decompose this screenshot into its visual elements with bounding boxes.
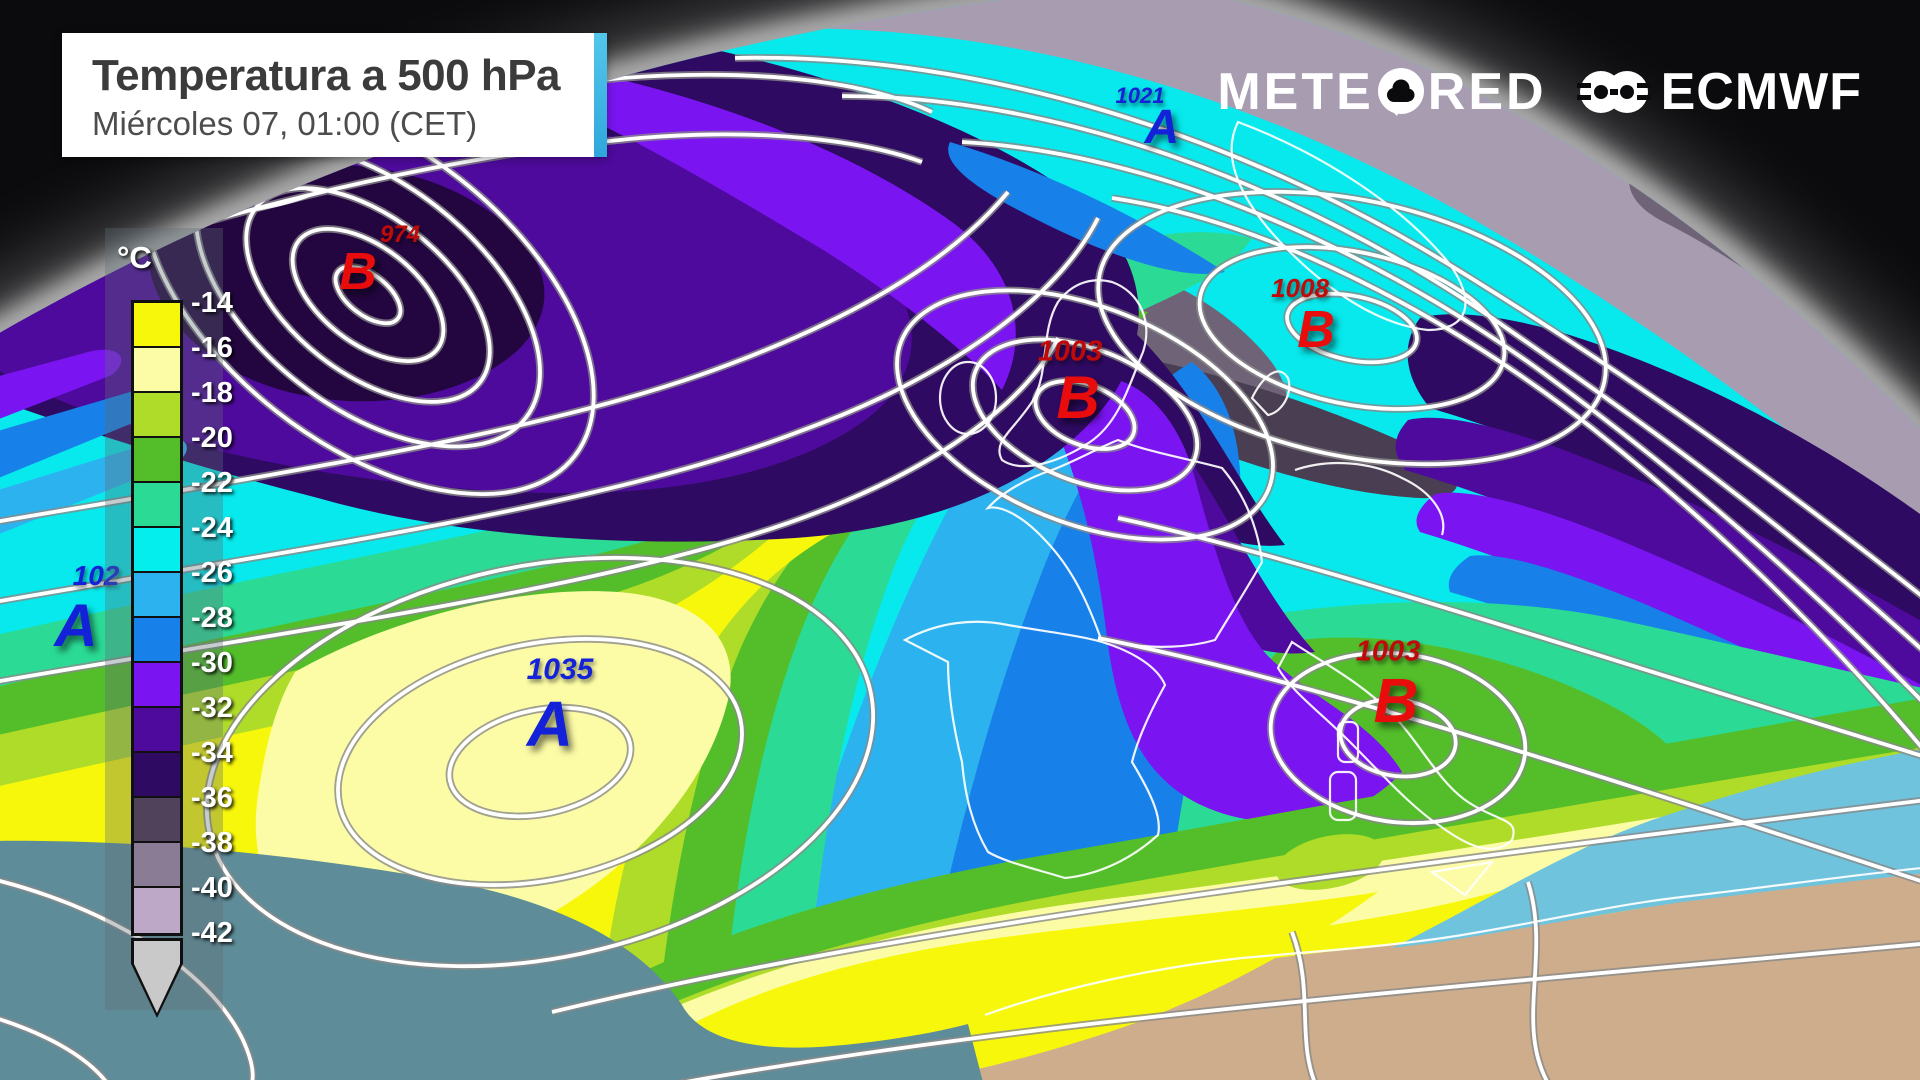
legend-tick: -40 (191, 872, 233, 904)
legend-tick: -16 (191, 332, 233, 364)
ecmwf-text: ECMWF (1660, 63, 1862, 121)
legend-tick: -36 (191, 782, 233, 814)
low-pressure-letter: B (1056, 364, 1100, 431)
ecmwf-logo: ECMWF (1576, 62, 1862, 122)
pressure-value-label: 1003 (1355, 635, 1421, 668)
legend-cell (134, 483, 180, 528)
legend-cell (134, 303, 180, 348)
legend-tick: -34 (191, 737, 233, 769)
low-pressure-letter: B (339, 243, 377, 301)
low-pressure-letter: B (1297, 301, 1335, 359)
title-box: Temperatura a 500 hPa Miércoles 07, 01:0… (62, 33, 607, 157)
legend-tick: -14 (191, 287, 233, 319)
legend-cell (134, 663, 180, 708)
pressure-value-label: 1035 (526, 653, 594, 686)
legend-tick: -32 (191, 692, 233, 724)
meteored-text-suffix: RED (1427, 63, 1547, 121)
temperature-legend: °C -14 -16 -18 -20 -22 -24 -26 -28 -30 -32 -34 -36 -… (105, 228, 233, 1018)
pressure-value-label: 102 (72, 560, 120, 591)
legend-tick: -42 (191, 917, 233, 949)
low-pressure-letter: B (1373, 667, 1419, 736)
legend-cell (134, 348, 180, 393)
legend-below-scale-arrow (131, 938, 183, 1018)
pressure-value-label: 974 (379, 221, 421, 248)
meteored-cloud-o-icon (1377, 68, 1424, 116)
high-pressure-letter: A (526, 688, 574, 760)
meteored-logo: METE RED (1217, 62, 1546, 122)
pressure-value-label: 1008 (1271, 273, 1329, 303)
legend-tick: -18 (191, 377, 233, 409)
legend-cell (134, 888, 180, 933)
legend-tick: -28 (191, 602, 233, 634)
legend-cell (134, 753, 180, 798)
legend-cell (134, 798, 180, 843)
pressure-value-label: 1003 (1037, 335, 1103, 368)
title-accent-stripe (594, 33, 607, 157)
legend-tick: -22 (191, 467, 233, 499)
branding: METE RED ECMWF (1217, 62, 1862, 122)
ecmwf-icon (1576, 71, 1651, 113)
legend-tick: -30 (191, 647, 233, 679)
legend-colorbar (131, 300, 183, 936)
map-title: Temperatura a 500 hPa (92, 51, 561, 100)
legend-cell (134, 528, 180, 573)
pressure-value-label: 1021 (1115, 83, 1165, 108)
meteored-text-prefix: METE (1217, 63, 1374, 121)
legend-unit-label: °C (117, 240, 152, 275)
legend-cell (134, 618, 180, 663)
legend-cell (134, 843, 180, 888)
legend-cell (134, 393, 180, 438)
high-pressure-letter: A (1144, 101, 1180, 154)
legend-cell (134, 438, 180, 483)
legend-cell (134, 573, 180, 618)
coastlines (59, 120, 1920, 1017)
legend-tick: -38 (191, 827, 233, 859)
legend-tick: -24 (191, 512, 233, 544)
map-datetime: Miércoles 07, 01:00 (CET) (92, 104, 478, 142)
legend-tick: -26 (191, 557, 233, 589)
legend-cell (134, 708, 180, 753)
legend-tick: -20 (191, 422, 233, 454)
high-pressure-letter: A (54, 592, 98, 659)
